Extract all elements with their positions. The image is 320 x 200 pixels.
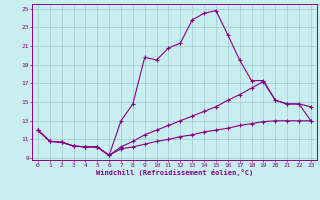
X-axis label: Windchill (Refroidissement éolien,°C): Windchill (Refroidissement éolien,°C) bbox=[96, 169, 253, 176]
